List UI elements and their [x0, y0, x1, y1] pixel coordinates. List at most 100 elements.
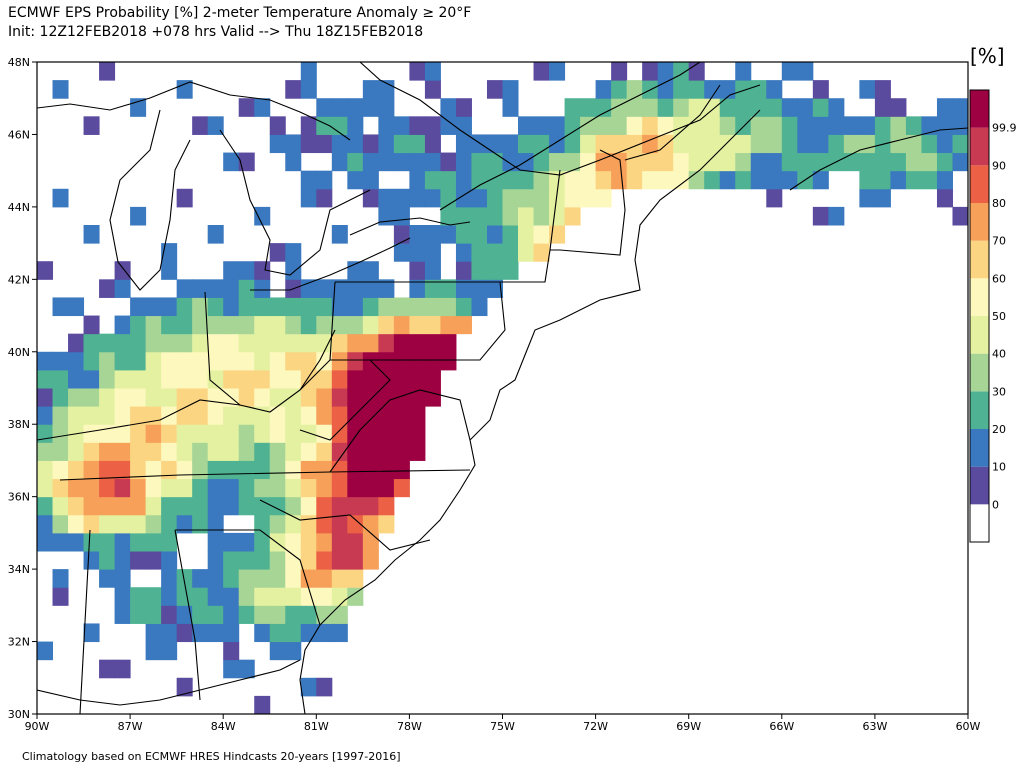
probability-cell	[704, 116, 721, 135]
probability-cell	[347, 152, 364, 172]
probability-cell	[300, 623, 317, 643]
probability-cell	[347, 569, 364, 588]
probability-cell	[176, 315, 193, 335]
state-borders	[37, 62, 968, 714]
probability-cell	[130, 532, 147, 552]
lat-tick-label: 46N	[8, 128, 30, 141]
probability-cell	[626, 116, 643, 135]
probability-cell	[114, 442, 131, 461]
probability-cell	[502, 261, 519, 280]
probability-cell	[362, 532, 379, 552]
probability-cell	[254, 623, 271, 643]
probability-cell	[719, 170, 736, 190]
probability-cell	[471, 225, 488, 244]
probability-cell	[347, 587, 364, 606]
probability-cell	[409, 424, 426, 443]
probability-cell	[238, 333, 255, 353]
probability-cell	[83, 116, 100, 135]
probability-cell	[207, 569, 224, 588]
probability-cell	[52, 442, 69, 461]
probability-cell	[424, 279, 441, 298]
probability-cell	[99, 351, 116, 371]
probability-cell	[145, 587, 162, 606]
probability-cell	[68, 333, 85, 353]
probability-cell	[362, 551, 379, 570]
probability-cell	[362, 98, 379, 117]
probability-cell	[192, 623, 209, 643]
probability-cell	[424, 134, 441, 154]
lon-tick-label: 90W	[25, 720, 50, 733]
probability-cell	[254, 297, 271, 317]
probability-cell	[269, 623, 286, 643]
probability-cell	[207, 623, 224, 643]
probability-cell	[362, 478, 379, 498]
probability-cell	[192, 279, 209, 298]
probability-cell	[130, 388, 147, 407]
probability-cell	[316, 98, 333, 117]
probability-cell	[176, 460, 193, 480]
probability-cell	[192, 496, 209, 516]
probability-cell	[502, 152, 519, 172]
probability-cell	[300, 134, 317, 154]
lon-tick-label: 87W	[118, 720, 143, 733]
probability-cell	[362, 369, 379, 389]
probability-cell	[424, 369, 441, 389]
probability-cell	[130, 206, 147, 226]
colorbar-bin	[970, 278, 989, 316]
probability-cell	[269, 569, 286, 588]
state-line-maine	[624, 84, 721, 161]
probability-cell	[285, 315, 302, 335]
probability-cell	[642, 170, 659, 190]
probability-cell	[238, 605, 255, 624]
probability-cell	[704, 170, 721, 190]
probability-cell	[952, 116, 968, 135]
probability-cell	[797, 152, 814, 172]
probability-cell	[921, 152, 938, 172]
probability-cell	[440, 152, 457, 172]
probability-cell	[37, 496, 54, 516]
probability-cell	[223, 297, 240, 317]
probability-cell	[362, 406, 379, 425]
probability-cell	[300, 279, 317, 298]
probability-cell	[269, 297, 286, 317]
probability-cell	[83, 333, 100, 353]
probability-cell	[393, 388, 410, 407]
probability-cell	[300, 333, 317, 353]
probability-cell	[316, 406, 333, 425]
colorbar-label: 70	[992, 235, 1006, 248]
probability-cell	[688, 98, 705, 117]
probability-cell	[192, 460, 209, 480]
probability-cell	[52, 514, 69, 534]
colorbar-label: 10	[992, 461, 1006, 474]
probability-cell	[192, 116, 209, 135]
probability-cell	[781, 116, 798, 135]
probability-cell	[285, 442, 302, 461]
colorbar-label: 20	[992, 423, 1006, 436]
probability-cell	[145, 388, 162, 407]
probability-cell	[890, 152, 907, 172]
probability-cell	[192, 333, 209, 353]
probability-cell	[285, 641, 302, 661]
probability-cell	[393, 351, 410, 371]
probability-cell	[207, 333, 224, 353]
probability-cell	[130, 478, 147, 498]
probability-cell	[331, 605, 348, 624]
probability-cell	[455, 279, 472, 298]
probability-cell	[99, 406, 116, 425]
probability-cell	[300, 496, 317, 516]
probability-cell	[145, 315, 162, 335]
colorbar-bin	[970, 127, 989, 166]
probability-cell	[52, 569, 69, 588]
lon-tick-label: 69W	[676, 720, 701, 733]
probability-cell	[269, 134, 286, 154]
probability-cell	[486, 225, 503, 244]
probability-cell	[300, 369, 317, 389]
probability-cell	[145, 351, 162, 371]
probability-cell	[347, 442, 364, 461]
probability-cell	[83, 514, 100, 534]
lon-tick-label: 75W	[490, 720, 515, 733]
probability-cell	[766, 152, 783, 172]
probability-cell	[285, 532, 302, 552]
probability-cell	[471, 279, 488, 298]
probability-cell	[781, 98, 798, 117]
